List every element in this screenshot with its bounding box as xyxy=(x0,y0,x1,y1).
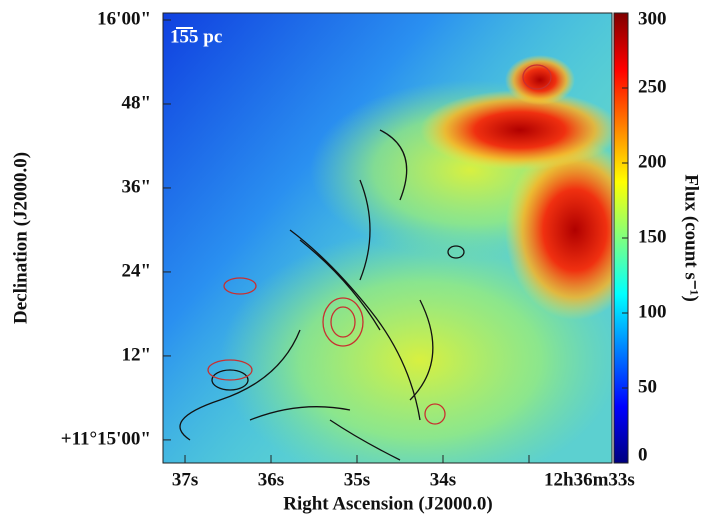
y-axis-label: Declination (J2000.0) xyxy=(10,152,31,324)
colorbar-tick-label: 0 xyxy=(638,444,648,465)
x-tick-label: 37s xyxy=(172,469,198,490)
frame xyxy=(162,12,613,464)
colorbar-tick-label: 150 xyxy=(638,226,667,247)
x-tick-label: 35s xyxy=(344,469,370,490)
x-tick-label: 12h36m33s xyxy=(544,469,635,490)
colorbar-tick-label: 100 xyxy=(638,301,667,322)
y-tick-label: 12" xyxy=(121,344,151,365)
y-tick-label: 24" xyxy=(121,260,151,281)
colorbar-label: Flux (count s⁻¹) xyxy=(681,174,702,302)
colorbar-tick-label: 300 xyxy=(638,8,667,29)
x-axis-label: Right Ascension (J2000.0) xyxy=(283,493,493,514)
y-tick-label: 16'00" xyxy=(97,8,151,29)
y-tick-label: 48" xyxy=(121,92,151,113)
x-tick-label: 36s xyxy=(258,469,284,490)
colorbar-tick-label: 200 xyxy=(638,151,667,172)
colorbar-tick-label: 50 xyxy=(638,376,657,397)
y-tick-label: 36" xyxy=(121,176,151,197)
flux-image xyxy=(163,13,612,463)
y-tick-label: +11°15'00" xyxy=(61,428,151,449)
scale-label: 155 pc xyxy=(170,26,222,47)
colorbar-tick-label: 250 xyxy=(638,76,667,97)
x-tick-label: 34s xyxy=(430,469,456,490)
